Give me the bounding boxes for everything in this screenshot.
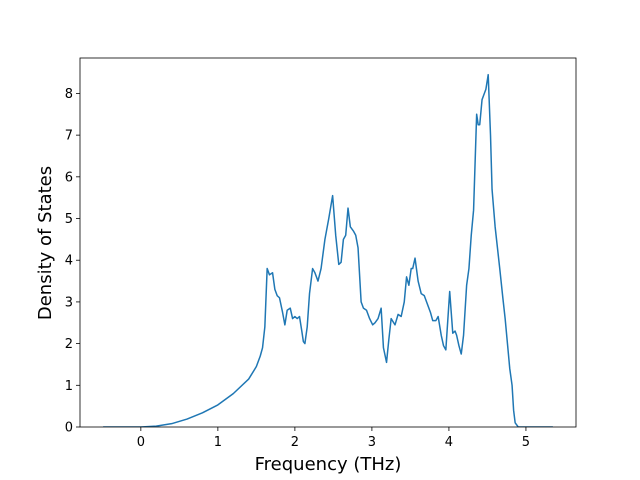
x-tick-label: 4 — [445, 435, 453, 450]
y-tick-label: 2 — [65, 337, 73, 352]
x-tick-label: 0 — [137, 435, 145, 450]
line — [103, 73, 553, 427]
y-tick-label: 1 — [65, 379, 73, 394]
x-axis-label: Frequency (THz) — [255, 454, 402, 475]
y-tick-label: 7 — [65, 129, 73, 144]
x-tick-label: 1 — [214, 435, 222, 450]
plot-frame — [79, 57, 577, 428]
x-tick-label: 3 — [368, 435, 376, 450]
x-tick-label: 2 — [291, 435, 299, 450]
y-tick-label: 3 — [65, 295, 73, 310]
y-tick-label: 4 — [65, 254, 73, 269]
y-tick-label: 0 — [65, 421, 73, 436]
y-tick-label: 8 — [65, 87, 73, 102]
x-tick-label: 5 — [522, 435, 530, 450]
y-axis-label: Density of States — [35, 166, 56, 320]
y-tick-label: 6 — [65, 170, 73, 185]
y-tick-label: 5 — [65, 212, 73, 227]
